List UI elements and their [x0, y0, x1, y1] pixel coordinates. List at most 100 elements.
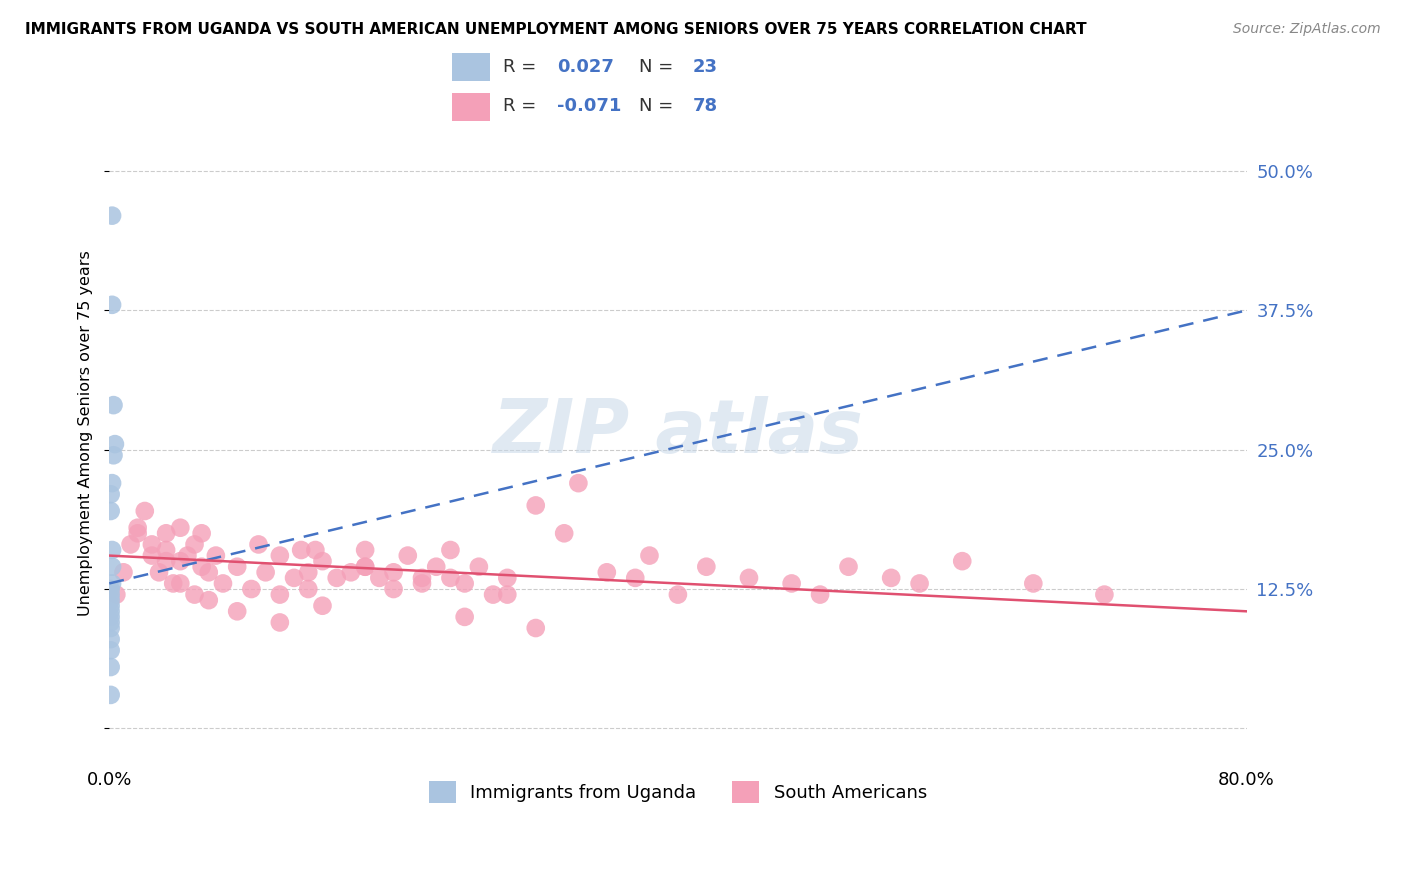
Point	[101, 576, 124, 591]
Point	[127, 521, 149, 535]
Point	[368, 571, 391, 585]
Point	[382, 566, 405, 580]
Point	[567, 476, 589, 491]
Point	[100, 660, 122, 674]
Text: R =: R =	[503, 97, 536, 115]
Point	[468, 559, 491, 574]
Point	[100, 604, 122, 618]
Point	[155, 543, 177, 558]
Point	[453, 576, 475, 591]
Text: R =: R =	[503, 58, 536, 76]
Point	[354, 543, 377, 558]
Point	[482, 588, 505, 602]
Point	[269, 588, 291, 602]
Point	[155, 554, 177, 568]
Text: N =: N =	[640, 58, 673, 76]
Point	[127, 526, 149, 541]
Point	[100, 621, 122, 635]
Point	[103, 448, 125, 462]
Point	[382, 582, 405, 596]
Point	[134, 504, 156, 518]
Point	[155, 526, 177, 541]
Point	[183, 588, 205, 602]
Point	[269, 549, 291, 563]
Point	[496, 571, 519, 585]
FancyBboxPatch shape	[453, 93, 491, 120]
Point	[169, 576, 191, 591]
Point	[226, 559, 249, 574]
Point	[290, 543, 312, 558]
Point	[596, 566, 619, 580]
Point	[908, 576, 931, 591]
Point	[311, 554, 333, 568]
Point	[325, 571, 347, 585]
Point	[453, 610, 475, 624]
Point	[524, 621, 547, 635]
Point	[340, 566, 363, 580]
Point	[311, 599, 333, 613]
Point	[100, 688, 122, 702]
Point	[101, 559, 124, 574]
Point	[283, 571, 305, 585]
Text: ZIP atlas: ZIP atlas	[492, 396, 863, 469]
Point	[100, 610, 122, 624]
Point	[411, 571, 433, 585]
Text: N =: N =	[640, 97, 673, 115]
Point	[197, 593, 219, 607]
Point	[101, 209, 124, 223]
Point	[880, 571, 903, 585]
FancyBboxPatch shape	[453, 54, 491, 81]
Point	[354, 559, 377, 574]
Point	[101, 298, 124, 312]
Point	[226, 604, 249, 618]
Point	[247, 537, 270, 551]
Point	[148, 566, 170, 580]
Point	[638, 549, 661, 563]
Point	[103, 398, 125, 412]
Point	[496, 588, 519, 602]
Point	[141, 537, 163, 551]
Point	[183, 537, 205, 551]
Point	[553, 526, 575, 541]
Point	[100, 588, 122, 602]
Point	[197, 566, 219, 580]
Point	[624, 571, 647, 585]
Point	[780, 576, 803, 591]
Point	[112, 566, 135, 580]
Point	[101, 543, 124, 558]
Point	[439, 543, 461, 558]
Point	[837, 559, 859, 574]
Point	[439, 571, 461, 585]
Point	[411, 576, 433, 591]
Y-axis label: Unemployment Among Seniors over 75 years: Unemployment Among Seniors over 75 years	[79, 250, 93, 615]
Point	[212, 576, 235, 591]
Point	[425, 559, 447, 574]
Point	[141, 549, 163, 563]
Point	[297, 566, 319, 580]
Point	[240, 582, 263, 596]
Legend: Immigrants from Uganda, South Americans: Immigrants from Uganda, South Americans	[419, 772, 936, 812]
Point	[162, 576, 184, 591]
Point	[104, 437, 127, 451]
Text: 23: 23	[693, 58, 718, 76]
Text: IMMIGRANTS FROM UGANDA VS SOUTH AMERICAN UNEMPLOYMENT AMONG SENIORS OVER 75 YEAR: IMMIGRANTS FROM UGANDA VS SOUTH AMERICAN…	[25, 22, 1087, 37]
Text: Source: ZipAtlas.com: Source: ZipAtlas.com	[1233, 22, 1381, 37]
Point	[666, 588, 689, 602]
Point	[105, 588, 128, 602]
Point	[100, 615, 122, 630]
Point	[169, 521, 191, 535]
Point	[205, 549, 228, 563]
Point	[254, 566, 277, 580]
Point	[120, 537, 142, 551]
Point	[100, 582, 122, 596]
Point	[190, 526, 212, 541]
Point	[354, 559, 377, 574]
Point	[100, 632, 122, 647]
Point	[100, 599, 122, 613]
Point	[695, 559, 717, 574]
Point	[101, 476, 124, 491]
Point	[100, 643, 122, 657]
Point	[269, 615, 291, 630]
Text: -0.071: -0.071	[557, 97, 621, 115]
Point	[176, 549, 198, 563]
